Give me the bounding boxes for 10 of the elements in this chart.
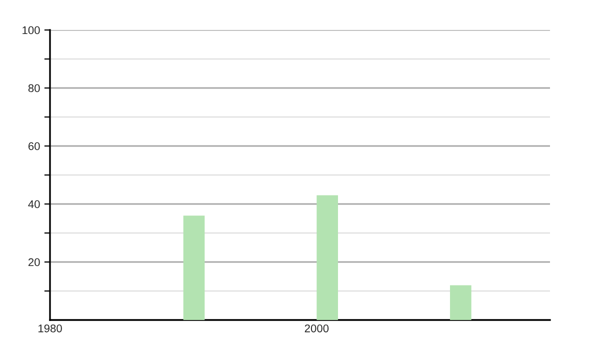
- y-tick-label: 80: [28, 84, 40, 92]
- bar: [183, 216, 205, 320]
- y-tick-label: 100: [22, 26, 40, 34]
- y-tick-label: 60: [28, 142, 40, 150]
- bar: [450, 285, 472, 320]
- y-tick-label: 40: [28, 200, 40, 208]
- y-tick-label: 20: [28, 258, 40, 266]
- x-tick-label: 2000: [304, 324, 329, 332]
- x-tick-label: 1980: [38, 324, 62, 332]
- bar: [316, 195, 338, 320]
